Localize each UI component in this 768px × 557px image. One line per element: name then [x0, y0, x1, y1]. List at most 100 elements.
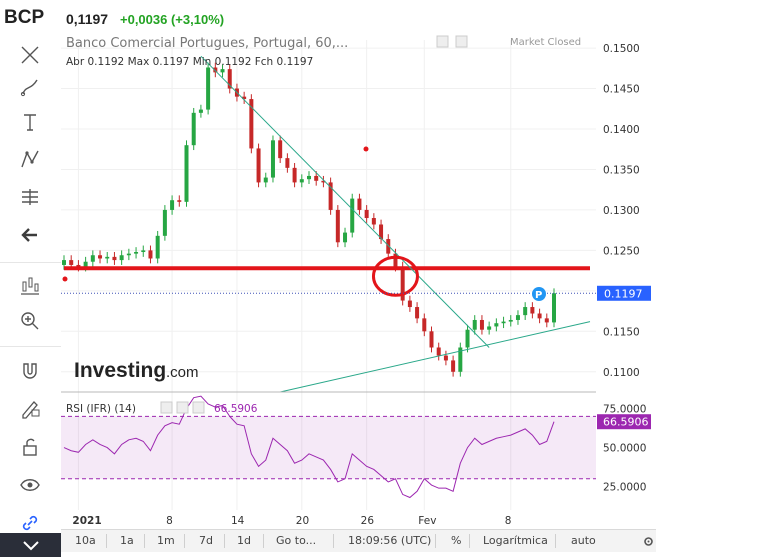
goto-button[interactable]: Go to... — [276, 534, 317, 547]
candle-body — [407, 300, 412, 308]
price-tick-label: 0.1500 — [603, 43, 640, 55]
candle-body — [314, 175, 319, 181]
candle-body — [537, 313, 542, 319]
bottom-toolbar: 10a 1a 1m 7d 1d Go to... 18:09:56 (UTC) … — [61, 529, 640, 552]
zoom-in-icon[interactable] — [15, 306, 45, 336]
lock-edit-icon[interactable] — [15, 393, 45, 423]
legend: Banco Comercial Portugues, Portugal, 60,… — [66, 35, 581, 68]
annotation-dot[interactable] — [62, 276, 68, 282]
candle-body — [429, 331, 434, 348]
range-1d[interactable]: 1d — [237, 534, 251, 547]
candle-body — [285, 158, 290, 168]
candle-body — [321, 180, 326, 183]
crosshair-icon[interactable] — [15, 40, 45, 70]
price-grid — [61, 47, 596, 373]
rsi-settings-icon[interactable] — [160, 401, 173, 414]
downtrend-line[interactable] — [200, 55, 490, 348]
chart-style-icon[interactable] — [15, 270, 45, 300]
time-axis[interactable]: 2021 8 14 20 26 Fev 8 — [72, 515, 511, 527]
candle-body — [415, 307, 420, 319]
candle-body — [465, 329, 470, 348]
rsi-band — [61, 416, 596, 479]
link-icon[interactable] — [15, 508, 45, 538]
candle-body — [191, 112, 196, 146]
candle-body — [479, 319, 484, 330]
bottom-divider — [184, 534, 185, 548]
annotation-dot[interactable] — [363, 146, 369, 152]
price-badge — [597, 285, 651, 301]
bottom-divider — [144, 534, 145, 548]
range-10a[interactable]: 10a — [75, 534, 96, 547]
rsi-tick-label: 25.0000 — [603, 482, 646, 494]
back-arrow-icon[interactable] — [15, 220, 45, 250]
candle-body — [443, 355, 448, 361]
legend-hide-icon[interactable] — [455, 35, 468, 48]
auto-toggle[interactable]: auto — [571, 534, 596, 547]
candle-body — [494, 323, 499, 327]
symbol-header: BCP 0,1197 +0,0036 (+3,10%) — [0, 0, 656, 40]
range-1a[interactable]: 1a — [120, 534, 134, 547]
candle-body — [76, 264, 81, 267]
bottom-divider — [224, 534, 225, 548]
candle-body — [134, 252, 139, 254]
measure-icon[interactable] — [15, 182, 45, 212]
candle-body — [335, 209, 340, 243]
collapse-toolbar-button[interactable] — [0, 533, 61, 557]
symbol-name[interactable]: BCP — [4, 7, 45, 28]
candle-body — [364, 209, 369, 219]
price-tick-label: 0.1450 — [603, 84, 640, 96]
uptrend-line[interactable] — [280, 321, 591, 393]
candle-body — [206, 67, 211, 110]
price-tick-label: 0.1150 — [603, 326, 640, 338]
brush-icon[interactable] — [15, 72, 45, 102]
candle-body — [379, 224, 384, 240]
range-7d[interactable]: 7d — [199, 534, 213, 547]
price-tick-label: 0.1400 — [603, 124, 640, 136]
price-tick-label: 0.1100 — [603, 367, 640, 379]
candle-body — [350, 198, 355, 233]
candle-body — [472, 319, 477, 330]
gear-icon[interactable] — [640, 529, 656, 552]
watermark-brand: Investing — [74, 359, 166, 382]
pattern-icon[interactable] — [15, 144, 45, 174]
candle-body — [249, 99, 254, 149]
candle-body — [198, 109, 203, 113]
highlight-circle[interactable] — [371, 255, 419, 297]
candle-body — [436, 347, 441, 356]
text-icon[interactable] — [15, 107, 45, 137]
candle-body — [256, 148, 261, 183]
candle-body — [213, 67, 218, 73]
watermark-suffix: .com — [166, 364, 199, 381]
price-axis[interactable]: 0.15000.14500.14000.13500.13000.12500.12… — [603, 43, 640, 379]
candle-body — [487, 326, 492, 330]
rsi-axis[interactable]: 75.0000 50.0000 25.0000 — [603, 404, 646, 494]
candle-body — [184, 145, 189, 202]
time-tick-label: Fev — [418, 515, 436, 527]
legend-settings-icon[interactable] — [436, 35, 449, 48]
candle-body — [270, 140, 275, 178]
rsi-close-icon[interactable] — [192, 401, 205, 414]
eye-icon[interactable] — [15, 470, 45, 500]
unlock-icon[interactable] — [15, 432, 45, 462]
price-tick-label: 0.1250 — [603, 245, 640, 257]
chevron-down-icon — [22, 541, 39, 551]
candle-body — [501, 321, 506, 324]
range-1m[interactable]: 1m — [157, 534, 175, 547]
legend-title: Banco Comercial Portugues, Portugal, 60,… — [66, 36, 348, 51]
magnet-icon[interactable] — [15, 356, 45, 386]
candle-body — [220, 69, 225, 73]
percent-toggle[interactable]: % — [451, 534, 462, 547]
candle-body — [451, 360, 456, 372]
chart-area[interactable]: Investing .com Banco Comercial Portugues… — [0, 0, 656, 529]
time-tick-label: 2021 — [72, 515, 101, 527]
candle-body — [227, 69, 232, 89]
log-toggle[interactable]: Logarítmica — [483, 534, 548, 547]
event-marker[interactable]: P — [532, 287, 546, 301]
bottom-divider — [263, 534, 264, 548]
rsi-hide-icon[interactable] — [176, 401, 189, 414]
candle-body — [357, 198, 362, 210]
rsi-badge — [597, 414, 651, 430]
bottom-divider — [106, 534, 107, 548]
candle-body — [552, 293, 556, 323]
candle-body — [307, 175, 311, 180]
